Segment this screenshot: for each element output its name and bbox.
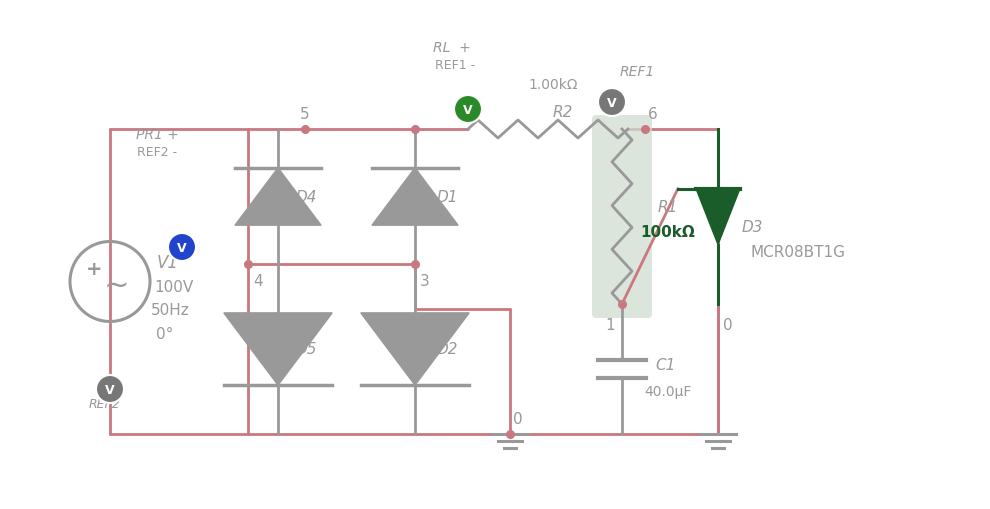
Polygon shape [360, 313, 469, 385]
Text: D4: D4 [295, 190, 317, 205]
Polygon shape [372, 168, 458, 226]
Text: C1: C1 [655, 357, 676, 372]
Text: 3: 3 [420, 274, 430, 289]
Text: 0: 0 [723, 317, 733, 332]
FancyBboxPatch shape [592, 116, 652, 318]
Text: 40.0μF: 40.0μF [644, 384, 692, 398]
Polygon shape [696, 189, 740, 245]
Text: V: V [105, 383, 115, 395]
Text: REF2: REF2 [89, 398, 121, 411]
Polygon shape [224, 313, 333, 385]
Text: D1: D1 [437, 190, 457, 205]
Text: 1: 1 [605, 317, 615, 332]
Text: 0°: 0° [156, 326, 173, 342]
Text: MCR08BT1G: MCR08BT1G [750, 244, 845, 260]
Text: R2: R2 [552, 104, 573, 119]
Text: V1: V1 [157, 253, 179, 271]
Circle shape [454, 96, 482, 124]
Polygon shape [235, 168, 321, 226]
Circle shape [168, 234, 196, 262]
Text: 50Hz: 50Hz [150, 302, 189, 318]
Text: D3: D3 [742, 219, 762, 235]
Circle shape [598, 89, 626, 117]
Circle shape [96, 375, 124, 403]
Text: 6: 6 [648, 106, 658, 121]
Text: +: + [86, 260, 102, 278]
Text: PR1 +: PR1 + [136, 128, 178, 142]
Text: RL  +: RL + [434, 41, 471, 55]
Text: 100kΩ: 100kΩ [641, 224, 695, 240]
Text: D2: D2 [437, 342, 457, 357]
Text: V: V [463, 103, 473, 116]
Text: 1.00kΩ: 1.00kΩ [529, 78, 578, 92]
Text: REF1 -: REF1 - [435, 59, 475, 71]
Text: ~: ~ [103, 271, 129, 300]
Text: 0: 0 [513, 412, 523, 427]
Text: V: V [177, 241, 187, 254]
Text: R1: R1 [657, 200, 678, 215]
Text: 5: 5 [300, 106, 310, 121]
Text: 4: 4 [253, 274, 262, 289]
Text: 100V: 100V [154, 279, 194, 294]
Text: D5: D5 [295, 342, 317, 357]
Text: REF2 -: REF2 - [137, 145, 177, 158]
Text: V: V [607, 96, 617, 109]
Text: REF1: REF1 [620, 65, 654, 79]
